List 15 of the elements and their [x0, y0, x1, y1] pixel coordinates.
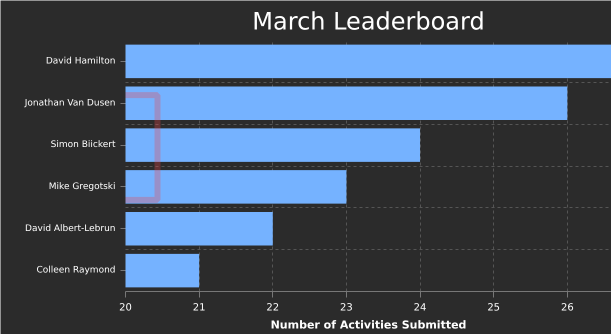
x-tick-label: 20 [119, 302, 132, 314]
y-tick-label: Simon Biickert [50, 140, 116, 150]
y-tick-label: Colleen Raymond [36, 266, 116, 276]
x-tick-label: 23 [340, 302, 353, 314]
chart-title: March Leaderboard [252, 8, 485, 36]
x-tick-label: 25 [487, 302, 500, 314]
y-tick-label: Jonathan Van Dusen [24, 98, 116, 108]
x-tick-label: 22 [266, 302, 280, 314]
y-tick-label: David Albert-Lebrun [25, 224, 116, 234]
y-tick-label: David Hamilton [46, 56, 116, 66]
x-tick-label: 24 [414, 302, 426, 314]
x-tick-label: 26 [560, 302, 574, 314]
x-tick-label: 21 [192, 302, 206, 314]
x-axis-title: Number of Activities Submitted [270, 318, 466, 332]
y-tick-label: Mike Gregotski [48, 182, 116, 192]
